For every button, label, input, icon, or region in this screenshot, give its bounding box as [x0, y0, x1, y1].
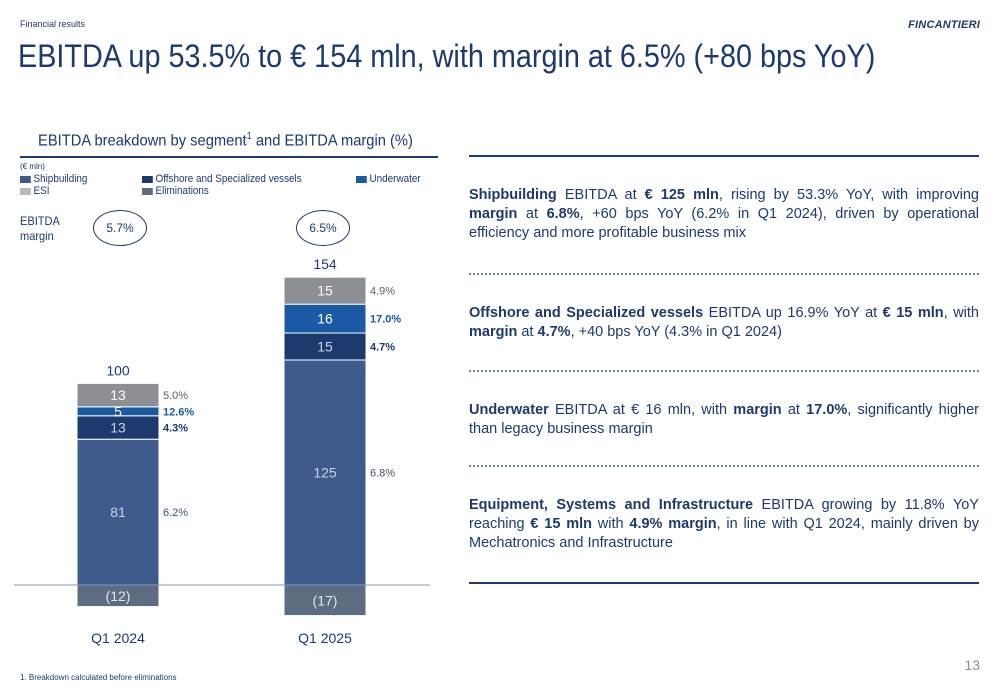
- legend-label: Eliminations: [155, 185, 209, 197]
- legend-swatch: [20, 187, 31, 195]
- legend-swatch: [142, 187, 153, 195]
- segment-value-label: (12): [106, 588, 131, 604]
- commentary-highlight: Shipbuilding: [469, 187, 557, 203]
- commentary-highlight: € 15 mln: [882, 305, 944, 321]
- ebitda-stacked-bar-chart: 81 6.2% 13 4.3% 5 12.6% 13 5.0% (12) 100 Q1 2024 12…: [14, 256, 430, 646]
- legend-label: Underwater: [369, 173, 421, 185]
- commentary-text: EBITDA growing by 11.8% YoY reaching: [469, 497, 979, 532]
- bar-segment-eliminations: [283, 584, 367, 617]
- bar-total-label: 100: [106, 362, 130, 378]
- commentary-text: , +60 bps YoY (6.2% in Q1 2024), driven …: [469, 206, 979, 241]
- ebitda-margin-label: EBITDA margin: [20, 214, 60, 244]
- segment-value-label: 15: [317, 339, 333, 355]
- segment-value-label: 5: [114, 403, 122, 419]
- commentary-highlight: 6.8%: [546, 206, 580, 222]
- segment-value-label: (17): [313, 592, 338, 608]
- commentary-text: , significantly higher than legacy busin…: [469, 402, 979, 437]
- legend-label: Offshore and Specialized vessels: [155, 173, 302, 185]
- commentary-text: at: [517, 324, 538, 340]
- commentary-esi: Equipment, Systems and Infrastructure EB…: [469, 496, 979, 553]
- commentary-text: , with: [943, 305, 979, 321]
- segment-value-label: 13: [110, 387, 126, 403]
- commentary-text: at: [517, 206, 547, 222]
- segment-margin-label: 4.7%: [370, 342, 395, 354]
- commentary-offshore: Offshore and Specialized vessels EBITDA …: [469, 304, 979, 342]
- commentary-highlight: Underwater: [469, 402, 549, 418]
- bar-segment-underwater: [283, 303, 367, 334]
- commentary-text: at: [781, 402, 807, 418]
- commentary-top-rule: [469, 155, 979, 157]
- segment-margin-label: 6.2%: [163, 507, 188, 519]
- legend-swatch: [356, 175, 367, 183]
- commentary-text: , +40 bps YoY (4.3% in Q1 2024): [570, 324, 782, 340]
- ebitda-margin-bubble-q1-2024: 5.7%: [93, 210, 147, 246]
- page-title: EBITDA up 53.5% to € 154 mln, with margi…: [18, 38, 876, 74]
- ebitda-margin-label-line2: margin: [20, 229, 54, 243]
- commentary-bottom-rule: [469, 582, 979, 584]
- commentary-text: with: [592, 516, 630, 532]
- chart-title-rest: and EBITDA margin (%): [251, 132, 413, 150]
- commentary-text: EBITDA at € 16 mln, with: [548, 402, 734, 418]
- legend-item-offshore: Offshore and Specialized vessels: [142, 173, 302, 185]
- bar-segment-shipbuilding: [283, 359, 367, 586]
- chart-title-text: EBITDA breakdown by segment: [38, 132, 247, 150]
- segment-margin-label: 17.0%: [370, 314, 401, 326]
- commentary-highlight: € 125 mln: [644, 187, 719, 203]
- segment-value-label: 15: [317, 283, 333, 299]
- legend-swatch: [20, 175, 31, 183]
- legend-label: Shipbuilding: [33, 173, 88, 185]
- commentary-text: EBITDA up 16.9% YoY at: [703, 305, 883, 321]
- segment-margin-label: 4.3%: [163, 423, 188, 435]
- commentary-text: EBITDA at: [556, 187, 645, 203]
- legend-item-shipbuilding: Shipbuilding: [20, 173, 87, 185]
- x-axis-category-label: Q1 2025: [298, 630, 352, 646]
- legend-label: ESI: [33, 185, 50, 197]
- segment-margin-label: 5.0%: [163, 390, 188, 402]
- section-label: Financial results: [20, 19, 86, 29]
- legend-item-underwater: Underwater: [356, 173, 421, 185]
- chart-title: EBITDA breakdown by segment1 and EBITDA …: [38, 131, 413, 150]
- chart-title-rule: [20, 156, 438, 158]
- commentary-divider: [469, 465, 979, 467]
- bar-segment-esi: [76, 382, 160, 408]
- segment-value-label: 16: [317, 311, 333, 327]
- legend-item-esi: ESI: [20, 185, 49, 197]
- segment-margin-label: 4.9%: [370, 286, 395, 298]
- footnote: 1. Breakdown calculated before eliminati…: [20, 673, 177, 682]
- unit-note: (€ mln): [20, 162, 45, 171]
- company-logo: FINCANTIERI: [908, 19, 980, 31]
- bar-total-label: 154: [313, 256, 337, 272]
- bar-segment-shipbuilding: [76, 438, 160, 586]
- commentary-text: , rising by 53.3% YoY, with improving: [718, 187, 980, 203]
- page-number: 13: [964, 657, 980, 673]
- ebitda-margin-label-line1: EBITDA: [20, 214, 60, 228]
- legend-item-eliminations: Eliminations: [142, 185, 209, 197]
- commentary-highlight: € 15 mln: [530, 516, 592, 532]
- commentary-highlight: margin: [733, 402, 782, 418]
- segment-margin-label: 6.8%: [370, 468, 395, 480]
- segment-value-label: 81: [110, 504, 126, 520]
- commentary-highlight: 17.0%: [806, 402, 848, 418]
- x-axis-category-label: Q1 2024: [91, 630, 145, 646]
- commentary-highlight: 4.7%: [537, 324, 571, 340]
- commentary-underwater: Underwater EBITDA at € 16 mln, with marg…: [469, 401, 979, 439]
- commentary-highlight: Offshore and Specialized vessels: [469, 305, 704, 321]
- commentary-highlight: margin: [469, 206, 518, 222]
- segment-value-label: 125: [313, 465, 337, 481]
- commentary-divider: [469, 273, 979, 275]
- bar-segment-esi: [283, 276, 367, 305]
- segment-margin-label: 12.6%: [163, 406, 194, 418]
- commentary-text: , in line with Q1 2024, mainly driven by…: [469, 516, 979, 551]
- commentary-highlight: Equipment, Systems and Infrastructure: [469, 497, 754, 513]
- commentary-divider: [469, 370, 979, 372]
- commentary-highlight: 4.9% margin: [629, 516, 717, 532]
- segment-value-label: 13: [110, 420, 126, 436]
- commentary-highlight: margin: [469, 324, 518, 340]
- footnote-marker: 1: [246, 131, 252, 142]
- ebitda-margin-bubble-q1-2025: 6.5%: [296, 210, 350, 246]
- legend-swatch: [142, 175, 153, 183]
- commentary-shipbuilding: Shipbuilding EBITDA at € 125 mln, rising…: [469, 186, 979, 243]
